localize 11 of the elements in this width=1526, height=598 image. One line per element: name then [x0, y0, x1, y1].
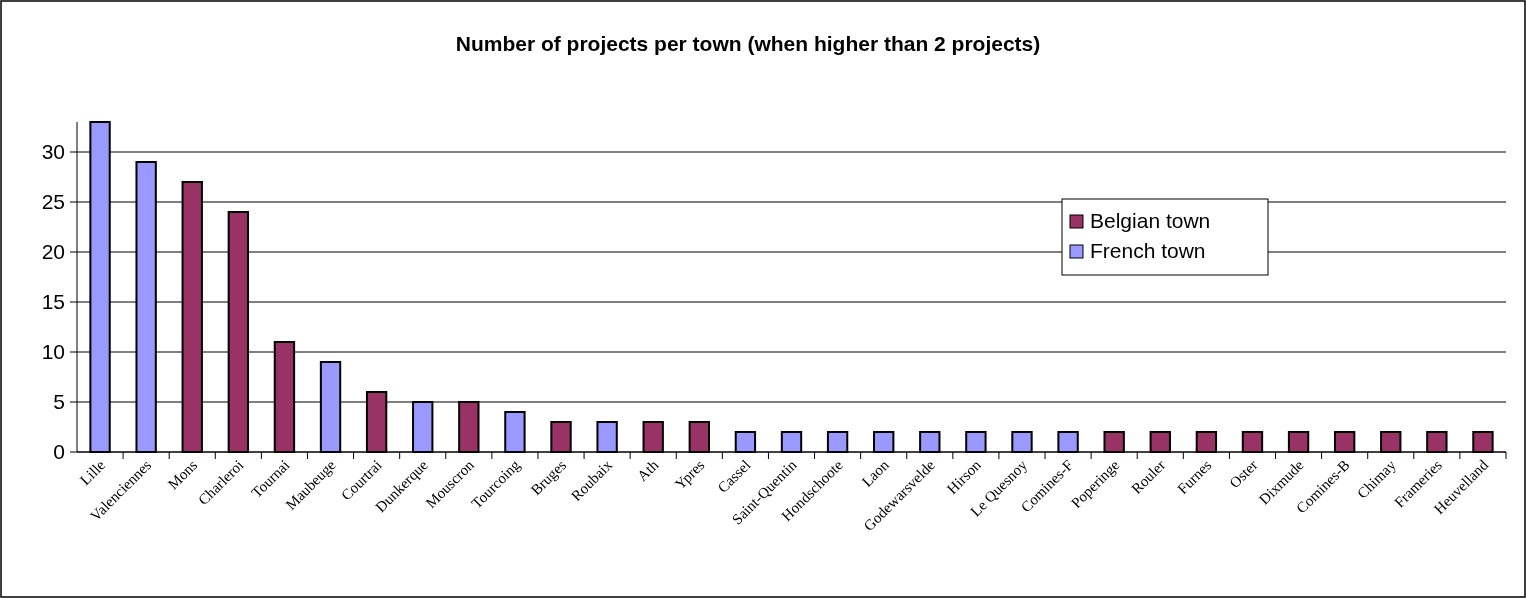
legend-label: French town — [1090, 239, 1206, 263]
chart-title: Number of projects per town (when higher than 2 projects) — [455, 32, 1041, 55]
y-tick-label: 20 — [41, 240, 65, 264]
y-tick-label: 25 — [41, 190, 65, 214]
x-tick-label: Ath — [634, 456, 662, 485]
y-tick-label: 10 — [41, 340, 65, 364]
y-tick-label: 30 — [41, 140, 65, 164]
y-tick-label: 5 — [53, 390, 65, 414]
legend-label: Belgian town — [1090, 209, 1211, 233]
y-tick-label: 15 — [41, 290, 65, 314]
y-tick-label: 0 — [53, 440, 65, 464]
